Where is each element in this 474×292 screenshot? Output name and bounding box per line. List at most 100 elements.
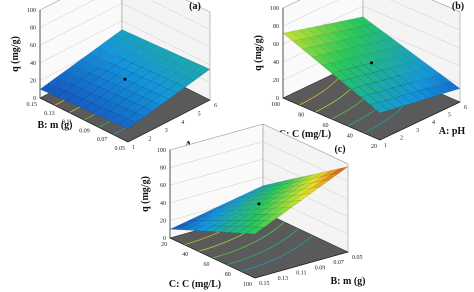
right-tick-label: 3 xyxy=(165,128,168,134)
surface-cell xyxy=(110,114,128,126)
design-point xyxy=(370,61,373,65)
contour xyxy=(212,221,285,259)
right-tick-label: 0.11 xyxy=(296,271,306,277)
design-point xyxy=(123,77,127,81)
right-tick-label: 2 xyxy=(148,137,151,143)
surface-cell xyxy=(207,206,226,212)
surface-cell xyxy=(97,41,115,52)
contour xyxy=(226,228,299,266)
surface-cell xyxy=(225,197,244,204)
left-tick-label: 0.07 xyxy=(97,137,108,143)
z-tick-label: 20 xyxy=(273,78,279,84)
panel-label: (a) xyxy=(189,1,201,12)
surface-cell xyxy=(229,220,249,227)
surface-cell xyxy=(224,200,243,207)
right-tick-label: 4 xyxy=(432,120,435,126)
surface-cell xyxy=(101,110,119,122)
surface-cell xyxy=(241,199,260,206)
right-tick-label: 0.09 xyxy=(315,265,326,271)
surface-cell xyxy=(238,220,258,227)
right-tick-label: 3 xyxy=(416,128,419,134)
left-tick-label: 20 xyxy=(161,242,167,248)
surface-plot: 0 20 40 60 80 100 100 80 60 40 20 1 2 3 4 5 6 q (mg/g) C: … xyxy=(253,0,467,150)
surface-cell xyxy=(204,220,224,226)
right-tick-label: 6 xyxy=(464,105,467,111)
z-tick-label: 0 xyxy=(163,236,166,242)
left-tick-label: 60 xyxy=(323,123,329,129)
surface-cell xyxy=(135,106,153,118)
surface-cell xyxy=(74,98,93,110)
surface-plot: 0 20 40 60 80 100 0.15 0.13 0.11 0.09 0.07 0.05 1 2 3 4… xyxy=(10,0,217,152)
left-tick-label: 40 xyxy=(182,252,188,258)
surface-cell xyxy=(264,213,284,221)
contour xyxy=(240,235,313,272)
surface-cell xyxy=(118,118,137,129)
surface-cell xyxy=(72,59,91,70)
surface-cell xyxy=(113,29,132,40)
z-tick-label: 100 xyxy=(270,6,279,12)
surface-cell xyxy=(214,210,233,216)
surface-cell xyxy=(277,185,296,193)
surface-cell xyxy=(186,225,206,231)
left-tick-label: 0.15 xyxy=(27,102,38,108)
surface-cell xyxy=(82,83,101,94)
surface-cell xyxy=(92,106,111,118)
surface-cell xyxy=(83,92,101,104)
wall-grid xyxy=(39,2,211,48)
left-tick-label: 100 xyxy=(271,102,280,108)
wall-grid xyxy=(282,0,461,31)
z-axis-title: q (mg/g) xyxy=(10,36,21,72)
surface-cell xyxy=(169,224,188,230)
surface-cell xyxy=(212,225,231,233)
right-tick-label: 0.07 xyxy=(333,260,344,266)
z-tick-label: 20 xyxy=(160,218,166,224)
z-tick-label: 80 xyxy=(160,166,166,172)
z-tick-label: 40 xyxy=(160,201,166,207)
surface-cell xyxy=(246,226,265,235)
left-tick-label: 80 xyxy=(225,272,231,278)
surface-cell xyxy=(66,94,84,106)
wall-grid xyxy=(169,141,349,182)
z-tick-label: 60 xyxy=(273,42,279,48)
z-tick-label: 100 xyxy=(27,8,36,14)
surface-cell xyxy=(252,186,271,194)
left-tick-label: 80 xyxy=(298,113,304,119)
left-tick-label: 0.13 xyxy=(44,111,55,117)
z-tick-label: 0 xyxy=(33,96,36,102)
right-axis-title: B: m (g) xyxy=(331,276,366,287)
surface-cell xyxy=(256,207,276,215)
left-tick-label: 0.11 xyxy=(62,120,72,126)
z-tick-label: 100 xyxy=(157,148,166,154)
surface-cell xyxy=(229,226,248,234)
left-axis-title: C: C (mg/L) xyxy=(169,279,221,290)
surface-cell xyxy=(203,225,223,232)
surface-cell xyxy=(246,220,266,228)
right-tick-label: 1 xyxy=(384,143,387,149)
surface-cell xyxy=(242,194,261,202)
surface-cell xyxy=(179,220,198,226)
right-tick-label: 5 xyxy=(198,111,201,117)
surface-cell xyxy=(221,220,241,227)
surface-cell xyxy=(159,78,177,90)
z-tick-label: 80 xyxy=(30,26,36,32)
surface-cell xyxy=(195,220,215,226)
design-point xyxy=(257,202,261,206)
surface-cell xyxy=(192,65,211,76)
surface-cell xyxy=(224,205,243,211)
axis-edge xyxy=(39,97,211,143)
z-tick-label: 40 xyxy=(273,60,279,66)
surface-cell xyxy=(48,87,67,98)
left-tick-label: 40 xyxy=(347,134,353,140)
right-tick-label: 0.05 xyxy=(352,255,363,261)
surface-cell xyxy=(258,197,277,205)
surface-cell xyxy=(223,209,242,216)
surface-cell xyxy=(124,73,143,84)
surface-cell xyxy=(212,220,232,227)
panel-label: (b) xyxy=(452,1,464,12)
surface-cell xyxy=(73,69,91,80)
left-tick-label: 20 xyxy=(371,144,377,150)
surface-cell xyxy=(175,67,194,78)
left-tick-label: 100 xyxy=(243,282,252,288)
z-axis-title: q (mg/g) xyxy=(253,35,264,71)
